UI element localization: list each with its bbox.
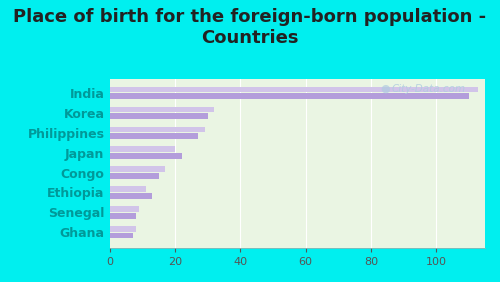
Bar [110,193,152,199]
Bar [110,87,478,92]
Bar [110,94,469,99]
Bar [110,213,136,219]
Bar [110,133,198,139]
Bar [110,186,146,192]
Bar [110,127,204,132]
Bar [110,153,182,159]
Bar [110,107,214,112]
Bar [110,113,208,119]
Bar [110,173,159,179]
Bar [110,233,133,238]
Text: ●: ● [380,84,390,94]
Bar [110,146,175,152]
Text: City-Data.com: City-Data.com [391,84,466,94]
Bar [110,206,140,212]
Bar [110,226,136,232]
Text: Place of birth for the foreign-born population -
Countries: Place of birth for the foreign-born popu… [14,8,486,47]
Bar [110,166,166,172]
